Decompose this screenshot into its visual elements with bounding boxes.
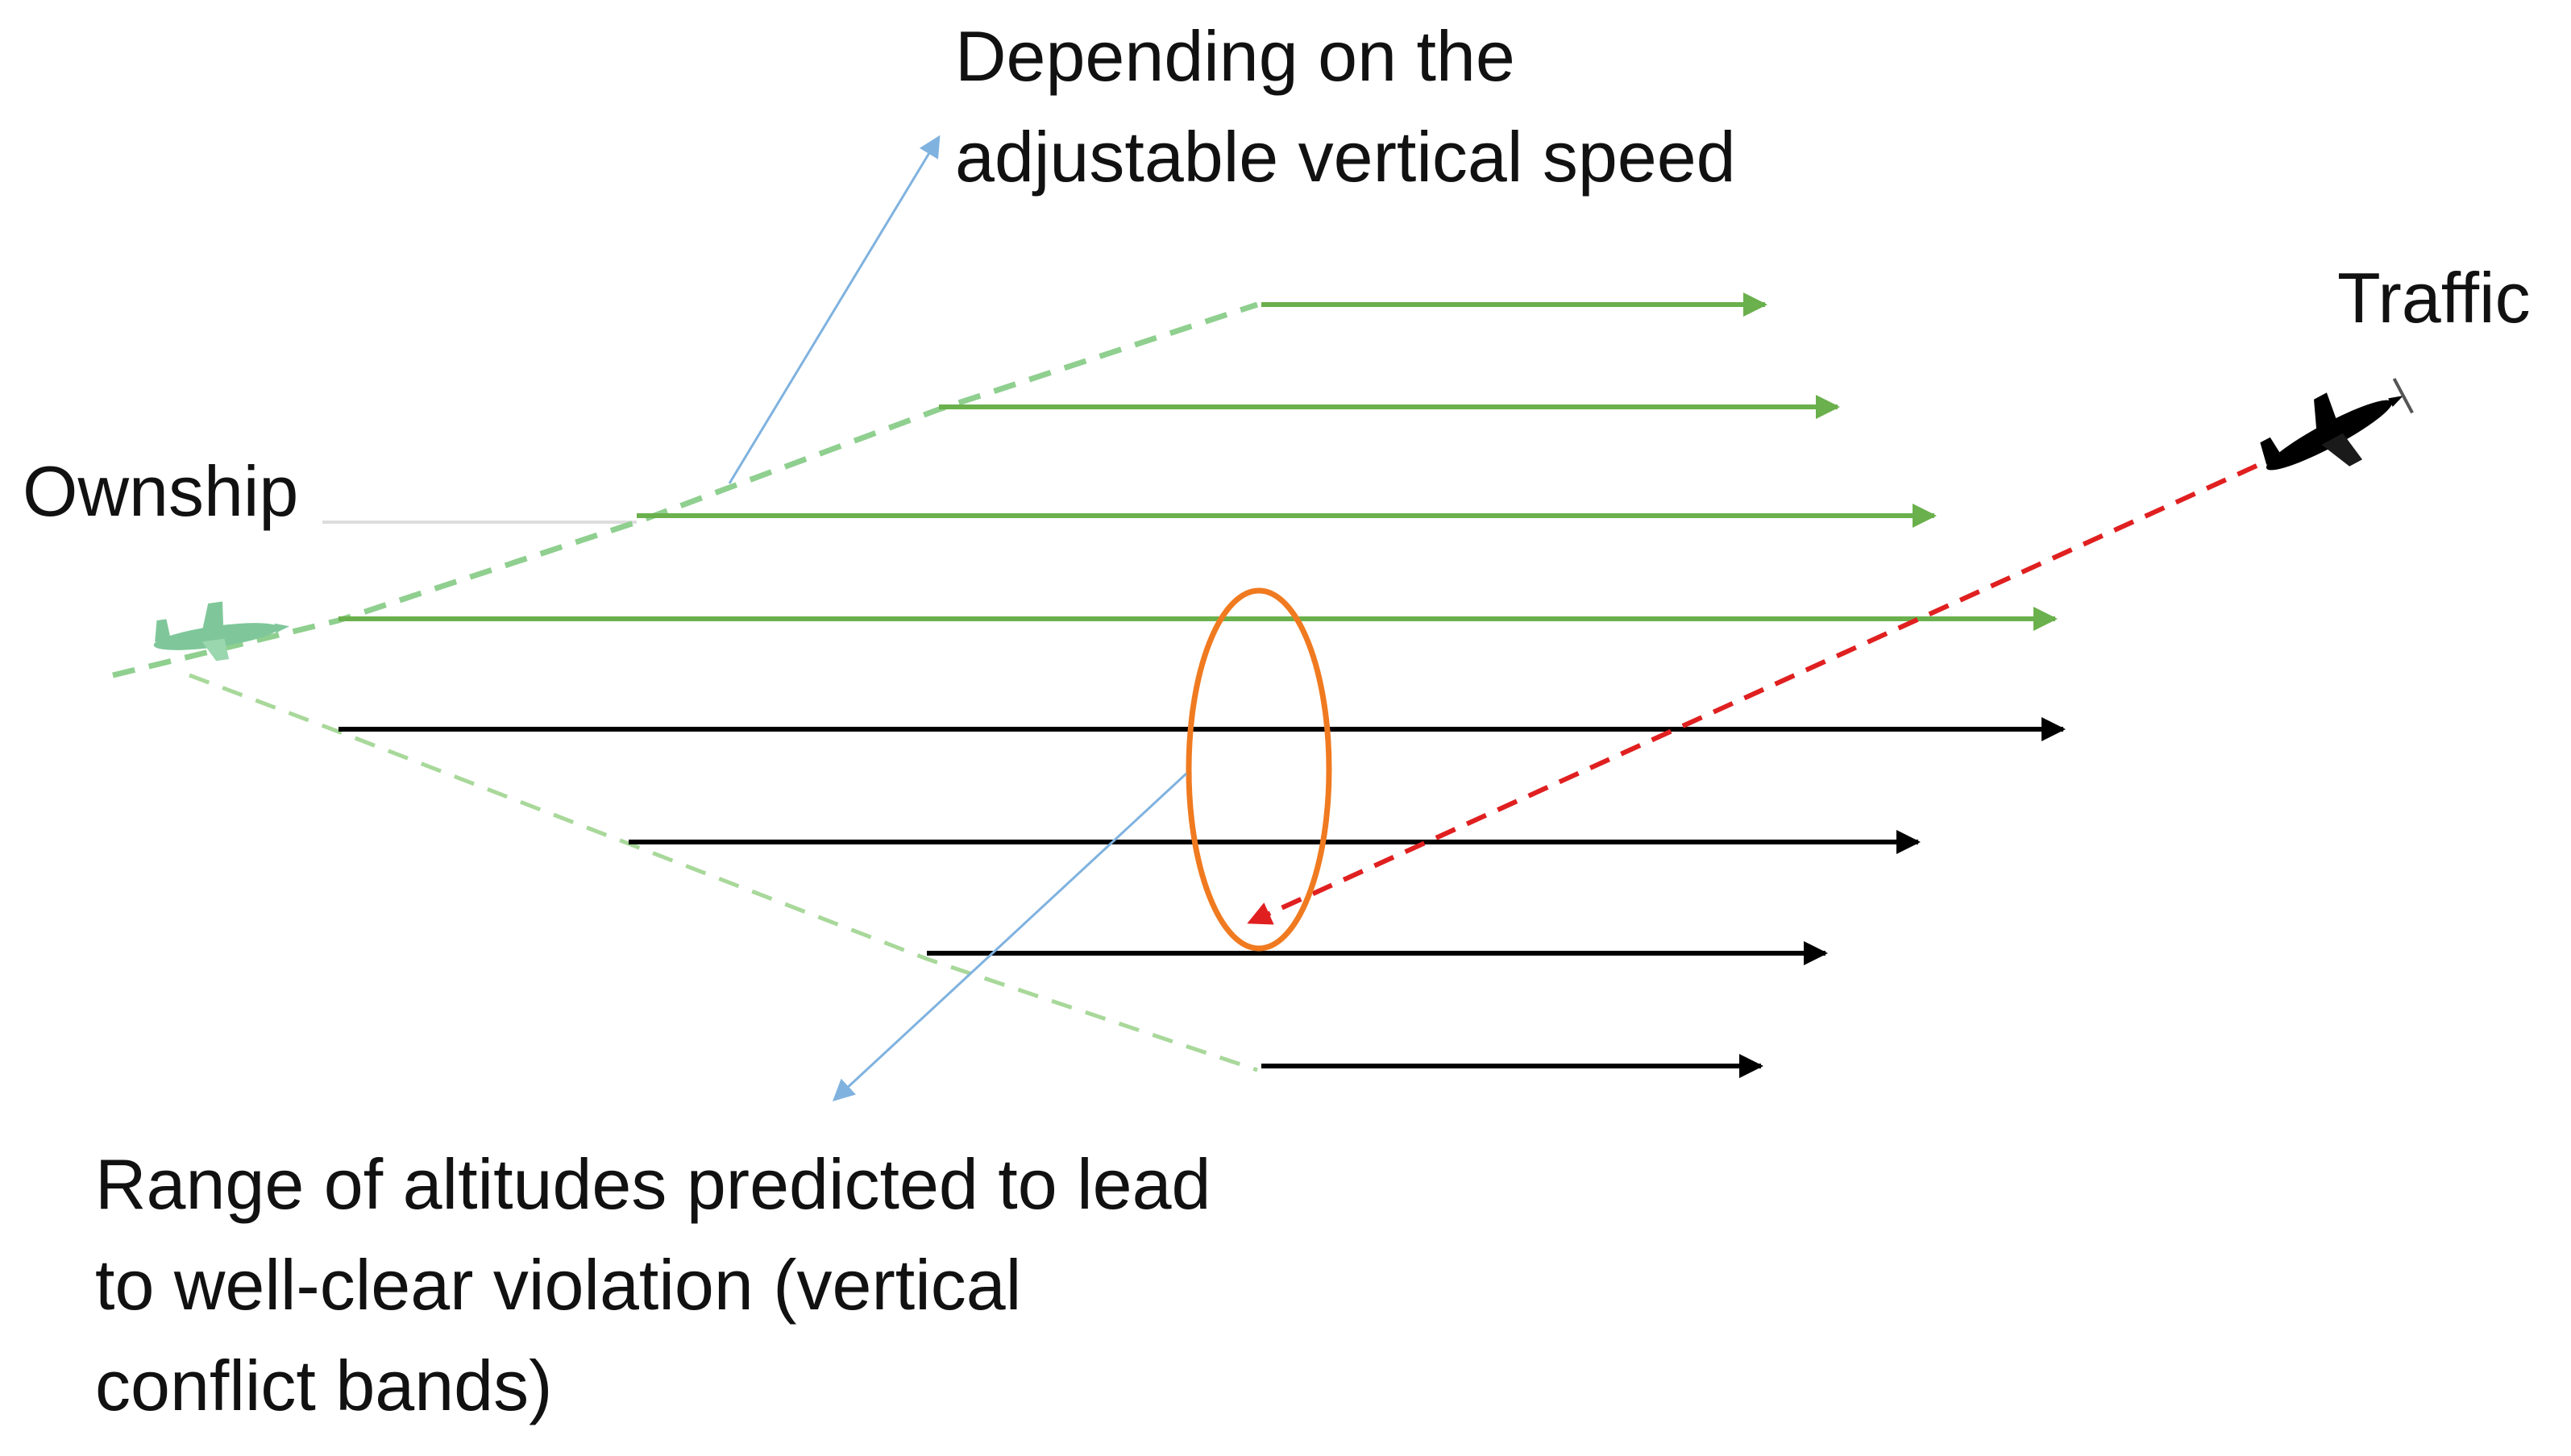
- upper-dashed-envelope: [112, 301, 1259, 678]
- top-note-line-1: Depending on the: [955, 16, 1515, 96]
- bottom-note-line-1: Range of altitudes predicted to lead: [95, 1144, 1211, 1224]
- top-callout-arrow: [728, 135, 941, 484]
- ownship-aircraft-icon: [153, 601, 290, 662]
- bottom-note-line-2: to well-clear violation (vertical: [95, 1245, 1021, 1325]
- ownship-label: Ownship: [23, 451, 298, 531]
- bottom-callout-arrow: [833, 772, 1188, 1101]
- traffic-label: Traffic: [2337, 258, 2531, 338]
- traffic-path-arrow: [1247, 463, 2258, 925]
- traffic-aircraft-icon: [2260, 378, 2414, 471]
- top-note-line-2: adjustable vertical speed: [955, 117, 1736, 197]
- bottom-note-line-3: conflict bands): [95, 1346, 552, 1425]
- conflict-region-ellipse: [1186, 587, 1332, 952]
- lower-dashed-envelope: [189, 673, 1258, 1072]
